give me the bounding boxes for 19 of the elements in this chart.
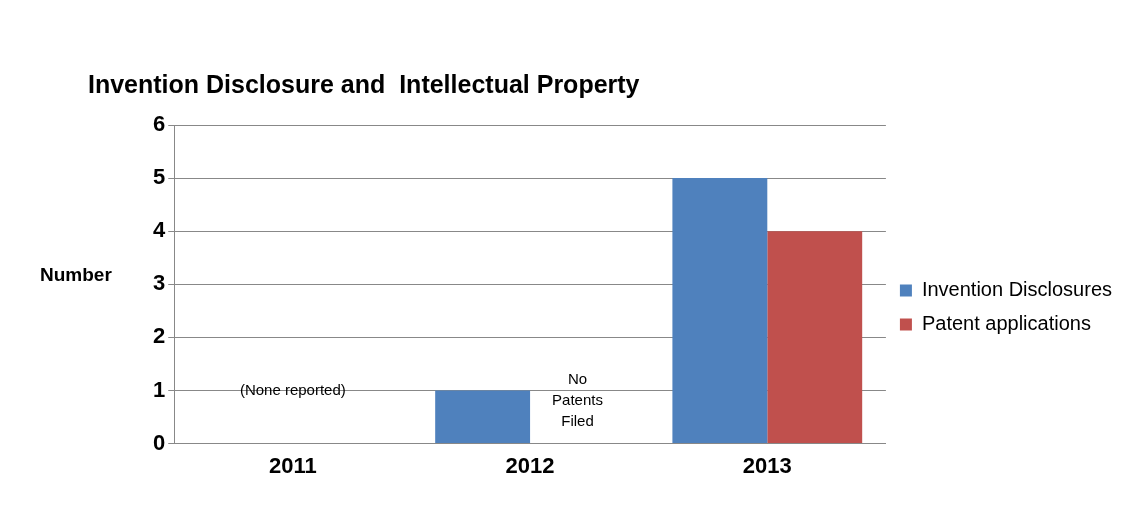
chart-title: Invention Disclosure and Intellectual Property xyxy=(88,70,640,99)
y-tick-label: 6 xyxy=(152,111,166,137)
legend-label: Invention Disclosures xyxy=(921,278,1113,301)
x-tick-label: 2011 xyxy=(268,452,317,478)
bar xyxy=(767,231,863,444)
legend-label: Patent applications xyxy=(921,312,1091,335)
y-tick-label: 1 xyxy=(152,376,166,402)
bar xyxy=(672,178,768,444)
y-tick-label: 0 xyxy=(152,429,166,455)
y-tick-label: 4 xyxy=(152,217,166,243)
bar xyxy=(435,390,531,444)
y-tick-label: 3 xyxy=(152,270,166,296)
x-tick-label: 2013 xyxy=(742,452,792,478)
y-axis-title: Number xyxy=(40,264,112,286)
y-tick-label: 5 xyxy=(152,164,166,190)
x-tick-label: 2012 xyxy=(505,452,555,478)
annotation: (None reported) xyxy=(239,380,346,398)
y-tick-label: 2 xyxy=(152,323,166,349)
annotation: No Patents Filed xyxy=(552,370,603,430)
